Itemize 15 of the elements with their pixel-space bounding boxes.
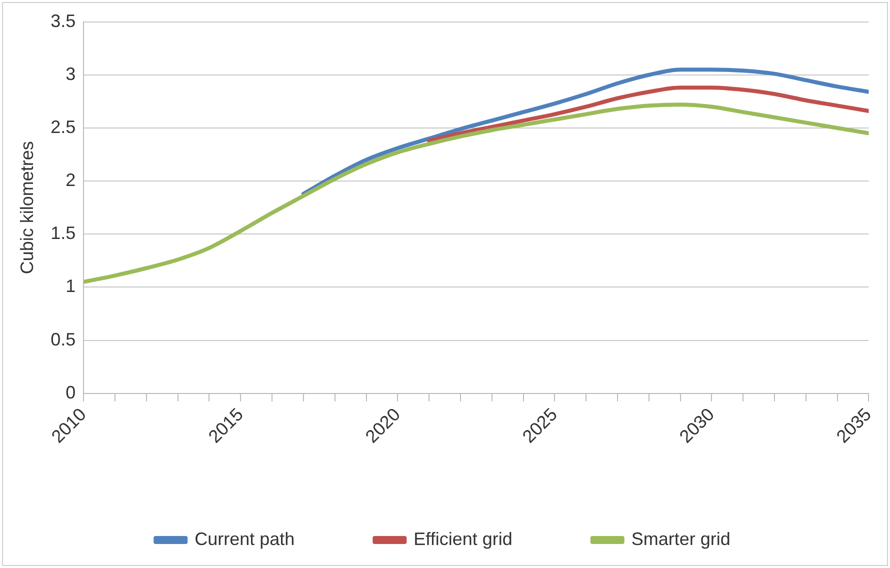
legend-label: Efficient grid	[414, 528, 512, 549]
y-tick-label: 2.5	[50, 116, 76, 137]
y-axis-title: Cubic kilometres	[16, 141, 37, 274]
line-series	[301, 68, 869, 196]
y-tick-label: 0	[66, 382, 76, 402]
y-tick-label: 2	[66, 170, 76, 190]
legend-label: Smarter grid	[631, 528, 730, 549]
y-tick-label: 3.5	[50, 10, 76, 31]
y-tick-label: 0.5	[50, 329, 76, 350]
y-tick-label: 3	[66, 64, 76, 84]
y-tick-label: 1	[66, 276, 76, 296]
line-series	[84, 102, 869, 284]
legend-label: Current path	[194, 528, 295, 549]
line-series	[427, 86, 869, 143]
y-tick-label: 1.5	[50, 223, 76, 244]
